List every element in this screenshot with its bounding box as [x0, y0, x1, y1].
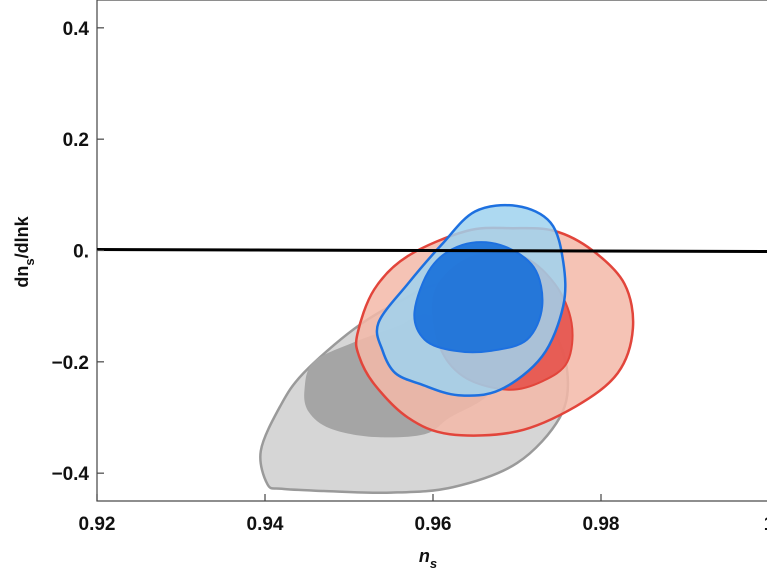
x-axis-label-main: n	[419, 546, 430, 566]
x-tick-label: 0.94	[247, 514, 284, 535]
x-axis-label: ns	[419, 546, 437, 571]
y-axis-label: dns/dlnk	[12, 215, 37, 287]
contour-layers	[259, 203, 635, 494]
y-tick-label: 0.4	[63, 19, 90, 40]
x-axis-label-sub: s	[430, 556, 437, 571]
x-tick-label: 1	[764, 514, 767, 535]
y-axis-label-sub: s	[22, 258, 37, 265]
contour-series-3	[375, 203, 567, 397]
y-axis-label-post: /dlnk	[12, 215, 32, 258]
y-tick-label: −0.4	[51, 464, 89, 485]
x-tick-label: 0.92	[79, 514, 116, 535]
zero-reference-line	[96, 248, 767, 253]
y-axis-ticks: 0.4 0.2 0. −0.2 −0.4	[51, 19, 104, 485]
x-axis-ticks: 0.92 0.94 0.96 0.98 1	[79, 494, 767, 535]
x-tick-label: 0.96	[415, 514, 452, 535]
y-axis-label-pre: dn	[12, 266, 32, 288]
y-tick-label: 0.2	[63, 130, 89, 151]
x-tick-label: 0.98	[583, 514, 620, 535]
y-tick-label: −0.2	[51, 353, 89, 374]
y-tick-label: 0.	[73, 242, 89, 263]
